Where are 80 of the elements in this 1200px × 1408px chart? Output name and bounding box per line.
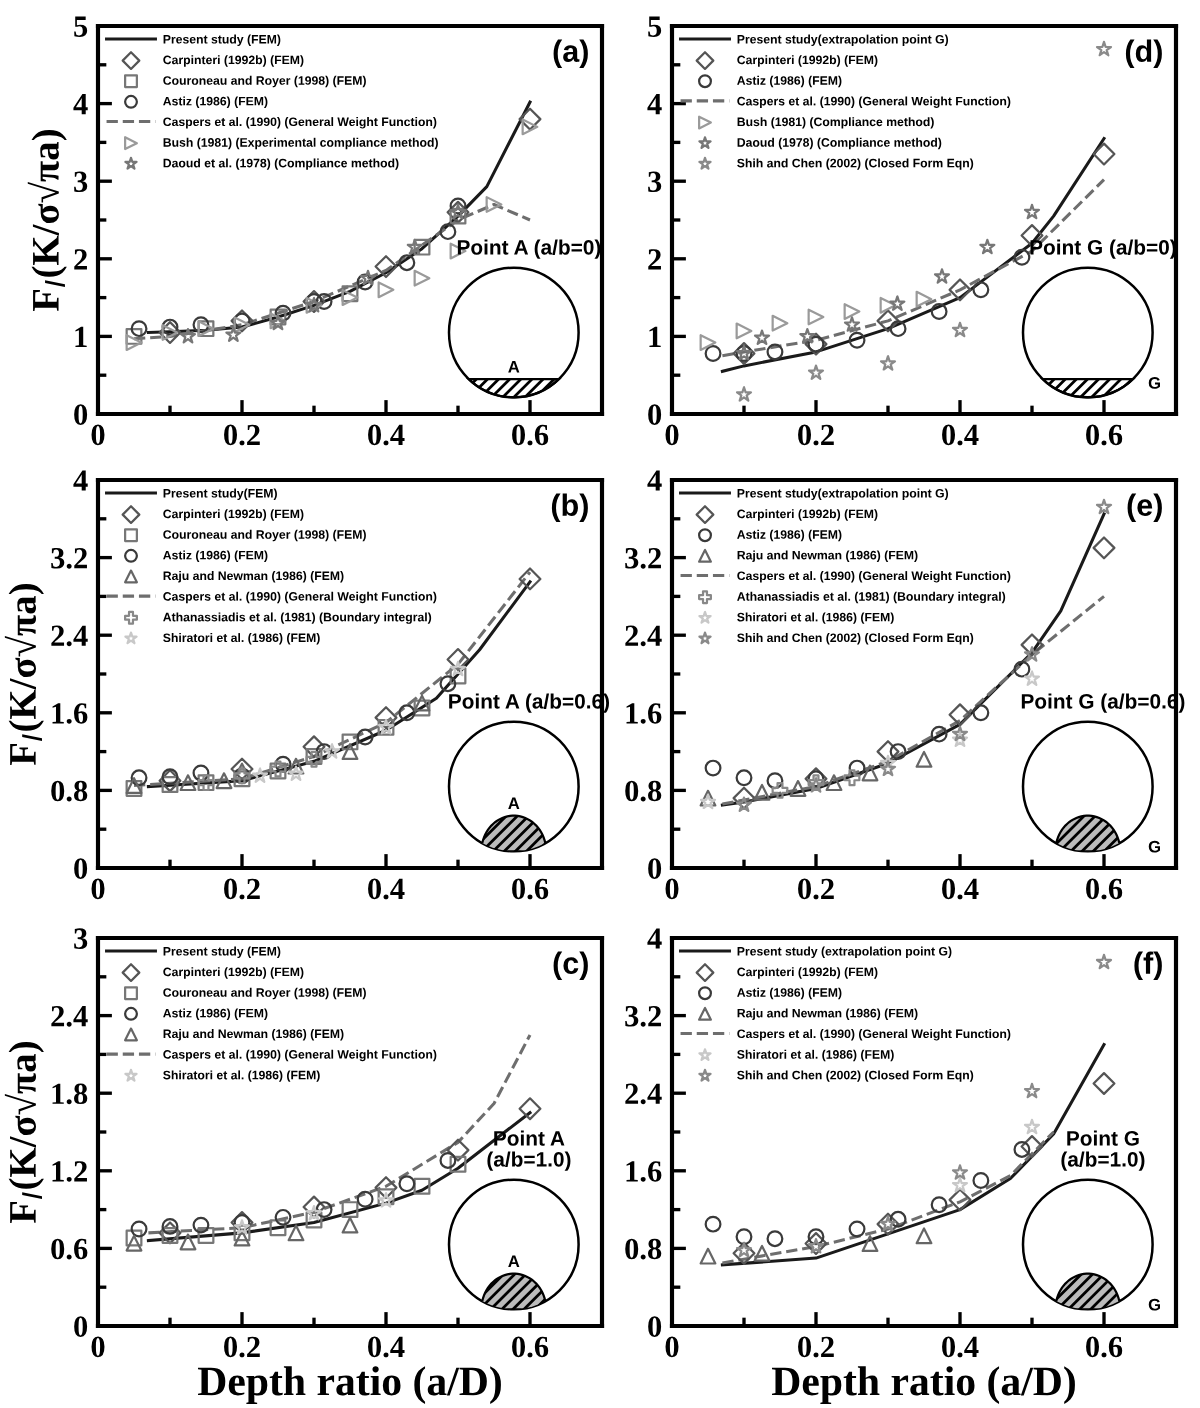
x-tick-label: 0.4 <box>942 878 979 900</box>
x-tick-label: 0.6 <box>1086 1336 1123 1358</box>
y-tick-label: 1 <box>75 326 87 347</box>
y-tick-label: 0.8 <box>625 780 662 802</box>
y-tick-label: 5 <box>74 16 88 37</box>
y-tick-label: 0 <box>648 858 662 879</box>
y-tick-label: 2.4 <box>51 625 88 647</box>
y-tick-label: 0.8 <box>625 1238 662 1260</box>
y-tick-label: 0 <box>648 404 662 425</box>
x-tick-label: 0.6 <box>512 1336 549 1358</box>
annotation: (f) <box>1134 951 1162 981</box>
x-tick-label: 0.6 <box>1086 878 1123 900</box>
annotation: G <box>1148 377 1160 389</box>
y-tick-label: 1 <box>649 326 661 347</box>
y-tick-label: 0 <box>74 858 88 879</box>
y-tick-label: 0 <box>648 1316 662 1337</box>
x-axis-title: Depth ratio (a/D) <box>771 1366 1075 1404</box>
annotation: (b) <box>551 493 588 523</box>
y-tick-label: 2.4 <box>625 1083 662 1105</box>
x-tick-label: 0.4 <box>368 424 405 446</box>
y-tick-label: 4 <box>73 470 88 491</box>
y-tick-label: 1.8 <box>52 1083 88 1105</box>
annotation: (e) <box>1127 493 1162 523</box>
x-tick-label: 0.2 <box>798 878 834 900</box>
y-tick-label: 0 <box>74 404 88 425</box>
y-tick-label: 4 <box>647 470 662 491</box>
y-tick-label: 0.6 <box>51 1238 88 1260</box>
x-tick-label: 0.2 <box>224 424 260 446</box>
annotation: (a) <box>553 39 588 69</box>
y-tick-label: 3.2 <box>51 547 87 569</box>
x-tick-label: 0.2 <box>798 424 834 446</box>
annotation: A <box>508 1255 520 1267</box>
y-axis-title: F$_{I}$(K/σ√πa) <box>4 1042 44 1224</box>
y-tick-label: 3.2 <box>625 547 661 569</box>
annotation: Point A (a/b=0) <box>457 239 601 259</box>
y-tick-label: 3.2 <box>625 1005 661 1027</box>
y-tick-label: 2.4 <box>51 1005 88 1027</box>
y-tick-label: 0.8 <box>51 780 88 802</box>
y-axis-title: F$_{I}$(K/σ√πa) <box>4 584 44 766</box>
annotation: Point A (a/b=1.0) <box>487 1130 571 1171</box>
annotation: Point G (a/b=1.0) <box>1061 1130 1145 1171</box>
y-tick-label: 4 <box>647 928 662 949</box>
y-tick-label: 1.6 <box>626 703 662 724</box>
x-tick-label: 0 <box>91 878 105 900</box>
y-tick-label: 1.6 <box>626 1161 662 1182</box>
x-tick-label: 0.2 <box>224 1336 260 1358</box>
y-tick-label: 0 <box>74 1316 88 1337</box>
x-axis-title: Depth ratio (a/D) <box>197 1366 501 1404</box>
x-tick-label: 0 <box>91 424 105 446</box>
x-tick-label: 0.6 <box>1086 424 1123 446</box>
y-tick-label: 3 <box>648 171 662 193</box>
y-tick-label: 3 <box>74 928 88 949</box>
y-tick-label: 2.4 <box>625 625 662 647</box>
x-tick-label: 0.2 <box>224 878 260 900</box>
x-tick-label: 0.4 <box>942 1336 979 1358</box>
x-tick-label: 0 <box>665 1336 679 1358</box>
x-tick-label: 0.2 <box>798 1336 834 1358</box>
y-tick-label: 4 <box>73 94 88 115</box>
annotation: A <box>508 361 520 373</box>
x-tick-label: 0 <box>665 424 679 446</box>
x-tick-label: 0.6 <box>512 878 549 900</box>
annotation: (d) <box>1125 39 1162 69</box>
x-tick-label: 0.6 <box>512 424 549 446</box>
y-tick-label: 1.2 <box>52 1161 87 1182</box>
annotation: (c) <box>553 951 588 981</box>
x-tick-label: 0 <box>665 878 679 900</box>
y-tick-label: 4 <box>647 94 662 115</box>
y-tick-label: 1.6 <box>52 703 88 724</box>
x-tick-label: 0.4 <box>942 424 979 446</box>
annotation: A <box>508 797 520 809</box>
y-axis-title: F$_{I}$(K/σ√πa) <box>27 130 67 312</box>
x-tick-label: 0.4 <box>368 878 405 900</box>
y-tick-label: 2 <box>648 249 661 270</box>
y-tick-label: 2 <box>74 249 87 270</box>
x-tick-label: 0.4 <box>368 1336 405 1358</box>
annotation: G <box>1148 840 1160 853</box>
x-tick-label: 0 <box>91 1336 105 1358</box>
annotation: G <box>1148 1298 1160 1311</box>
y-tick-label: 5 <box>648 16 662 37</box>
y-tick-label: 3 <box>74 171 88 193</box>
